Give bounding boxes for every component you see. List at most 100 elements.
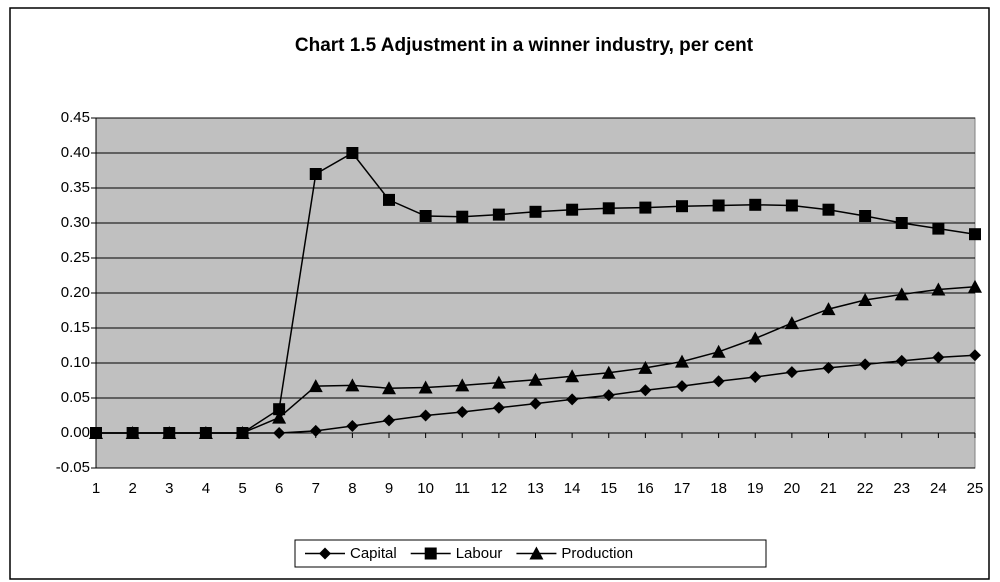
- data-point: [235, 426, 250, 439]
- data-point: [711, 344, 726, 358]
- x-tick-label: 6: [275, 480, 283, 497]
- data-point: [969, 228, 981, 241]
- data-point: [309, 424, 322, 437]
- data-point: [529, 397, 542, 410]
- data-point: [382, 381, 396, 395]
- data-point: [272, 410, 287, 424]
- x-tick-label: 12: [491, 480, 508, 497]
- data-point: [456, 210, 469, 223]
- data-point: [492, 208, 505, 221]
- data-point: [859, 210, 872, 222]
- x-tick-label: 22: [857, 480, 874, 497]
- y-tick-label: 0.10: [61, 354, 90, 371]
- data-point: [676, 200, 688, 213]
- data-point: [895, 217, 908, 229]
- data-point: [969, 349, 981, 362]
- data-point: [419, 409, 432, 422]
- data-point: [383, 193, 395, 206]
- legend-marker: [529, 546, 544, 560]
- data-point: [273, 427, 286, 439]
- data-point: [89, 426, 103, 439]
- data-point: [309, 168, 322, 180]
- x-tick-label: 17: [674, 480, 691, 497]
- data-point: [822, 203, 835, 216]
- data-point: [162, 426, 177, 439]
- y-tick-label: 0.20: [61, 284, 90, 301]
- data-point: [383, 414, 395, 427]
- x-tick-label: 19: [747, 480, 764, 497]
- x-tick-label: 4: [202, 480, 210, 497]
- data-point: [932, 222, 945, 235]
- data-point: [346, 420, 359, 432]
- y-tick-label: 0.30: [61, 214, 90, 231]
- chart-title: Chart 1.5 Adjustment in a winner industr…: [295, 35, 754, 56]
- data-point: [931, 282, 946, 296]
- x-tick-label: 21: [820, 480, 837, 497]
- data-point: [346, 147, 359, 159]
- legend-label: Capital: [350, 545, 397, 562]
- data-point: [932, 351, 945, 364]
- y-tick-label: 0.00: [61, 424, 90, 441]
- x-tick-label: 15: [600, 480, 617, 497]
- y-tick-label: -0.05: [56, 459, 90, 476]
- legend: [294, 539, 767, 568]
- legend-label: Labour: [456, 545, 503, 562]
- x-tick-label: 7: [312, 480, 320, 497]
- x-tick-label: 11: [454, 480, 470, 497]
- data-point: [675, 354, 689, 368]
- data-point: [638, 360, 653, 374]
- data-point: [566, 203, 579, 216]
- data-point: [785, 199, 798, 212]
- x-tick-label: 3: [165, 480, 173, 497]
- y-tick-label: 0.40: [61, 144, 90, 161]
- data-point: [712, 199, 725, 212]
- data-point: [565, 369, 580, 383]
- x-tick-label: 1: [92, 480, 100, 497]
- data-point: [821, 302, 836, 316]
- x-tick-label: 18: [710, 480, 727, 497]
- data-point: [968, 279, 982, 293]
- data-point: [529, 205, 542, 218]
- legend-marker: [319, 547, 331, 560]
- x-tick-label: 10: [417, 480, 434, 497]
- y-tick-label: 0.35: [61, 179, 90, 196]
- x-tick-label: 13: [527, 480, 544, 497]
- y-tick-label: 0.15: [61, 319, 90, 336]
- data-point: [822, 361, 835, 374]
- data-point: [345, 378, 360, 392]
- legend-marker: [424, 547, 437, 560]
- x-tick-label: 20: [784, 480, 801, 497]
- data-point: [859, 358, 872, 371]
- data-point: [639, 201, 652, 214]
- data-point: [894, 287, 909, 301]
- data-point: [491, 375, 506, 389]
- x-tick-label: 24: [930, 480, 947, 497]
- data-point: [785, 366, 798, 379]
- data-point: [639, 384, 652, 397]
- x-tick-label: 5: [238, 480, 246, 497]
- legend-label: Production: [561, 545, 633, 562]
- data-point: [602, 202, 615, 215]
- y-tick-label: 0.45: [61, 109, 90, 126]
- x-tick-label: 14: [564, 480, 581, 497]
- data-point: [308, 379, 323, 393]
- data-point: [456, 406, 469, 418]
- y-tick-label: 0.05: [61, 389, 90, 406]
- data-point: [198, 426, 213, 439]
- x-tick-label: 9: [385, 480, 393, 497]
- y-tick-label: 0.25: [61, 249, 90, 266]
- data-point: [749, 371, 762, 383]
- data-point: [492, 401, 505, 414]
- data-point: [601, 365, 616, 379]
- x-tick-label: 16: [637, 480, 654, 497]
- data-point: [749, 198, 762, 211]
- data-point: [528, 372, 543, 386]
- data-point: [858, 293, 873, 306]
- data-point: [566, 393, 579, 406]
- data-point: [419, 210, 432, 222]
- x-tick-label: 2: [128, 480, 136, 497]
- x-tick-label: 23: [893, 480, 910, 497]
- data-point: [895, 354, 908, 367]
- data-point: [784, 316, 799, 330]
